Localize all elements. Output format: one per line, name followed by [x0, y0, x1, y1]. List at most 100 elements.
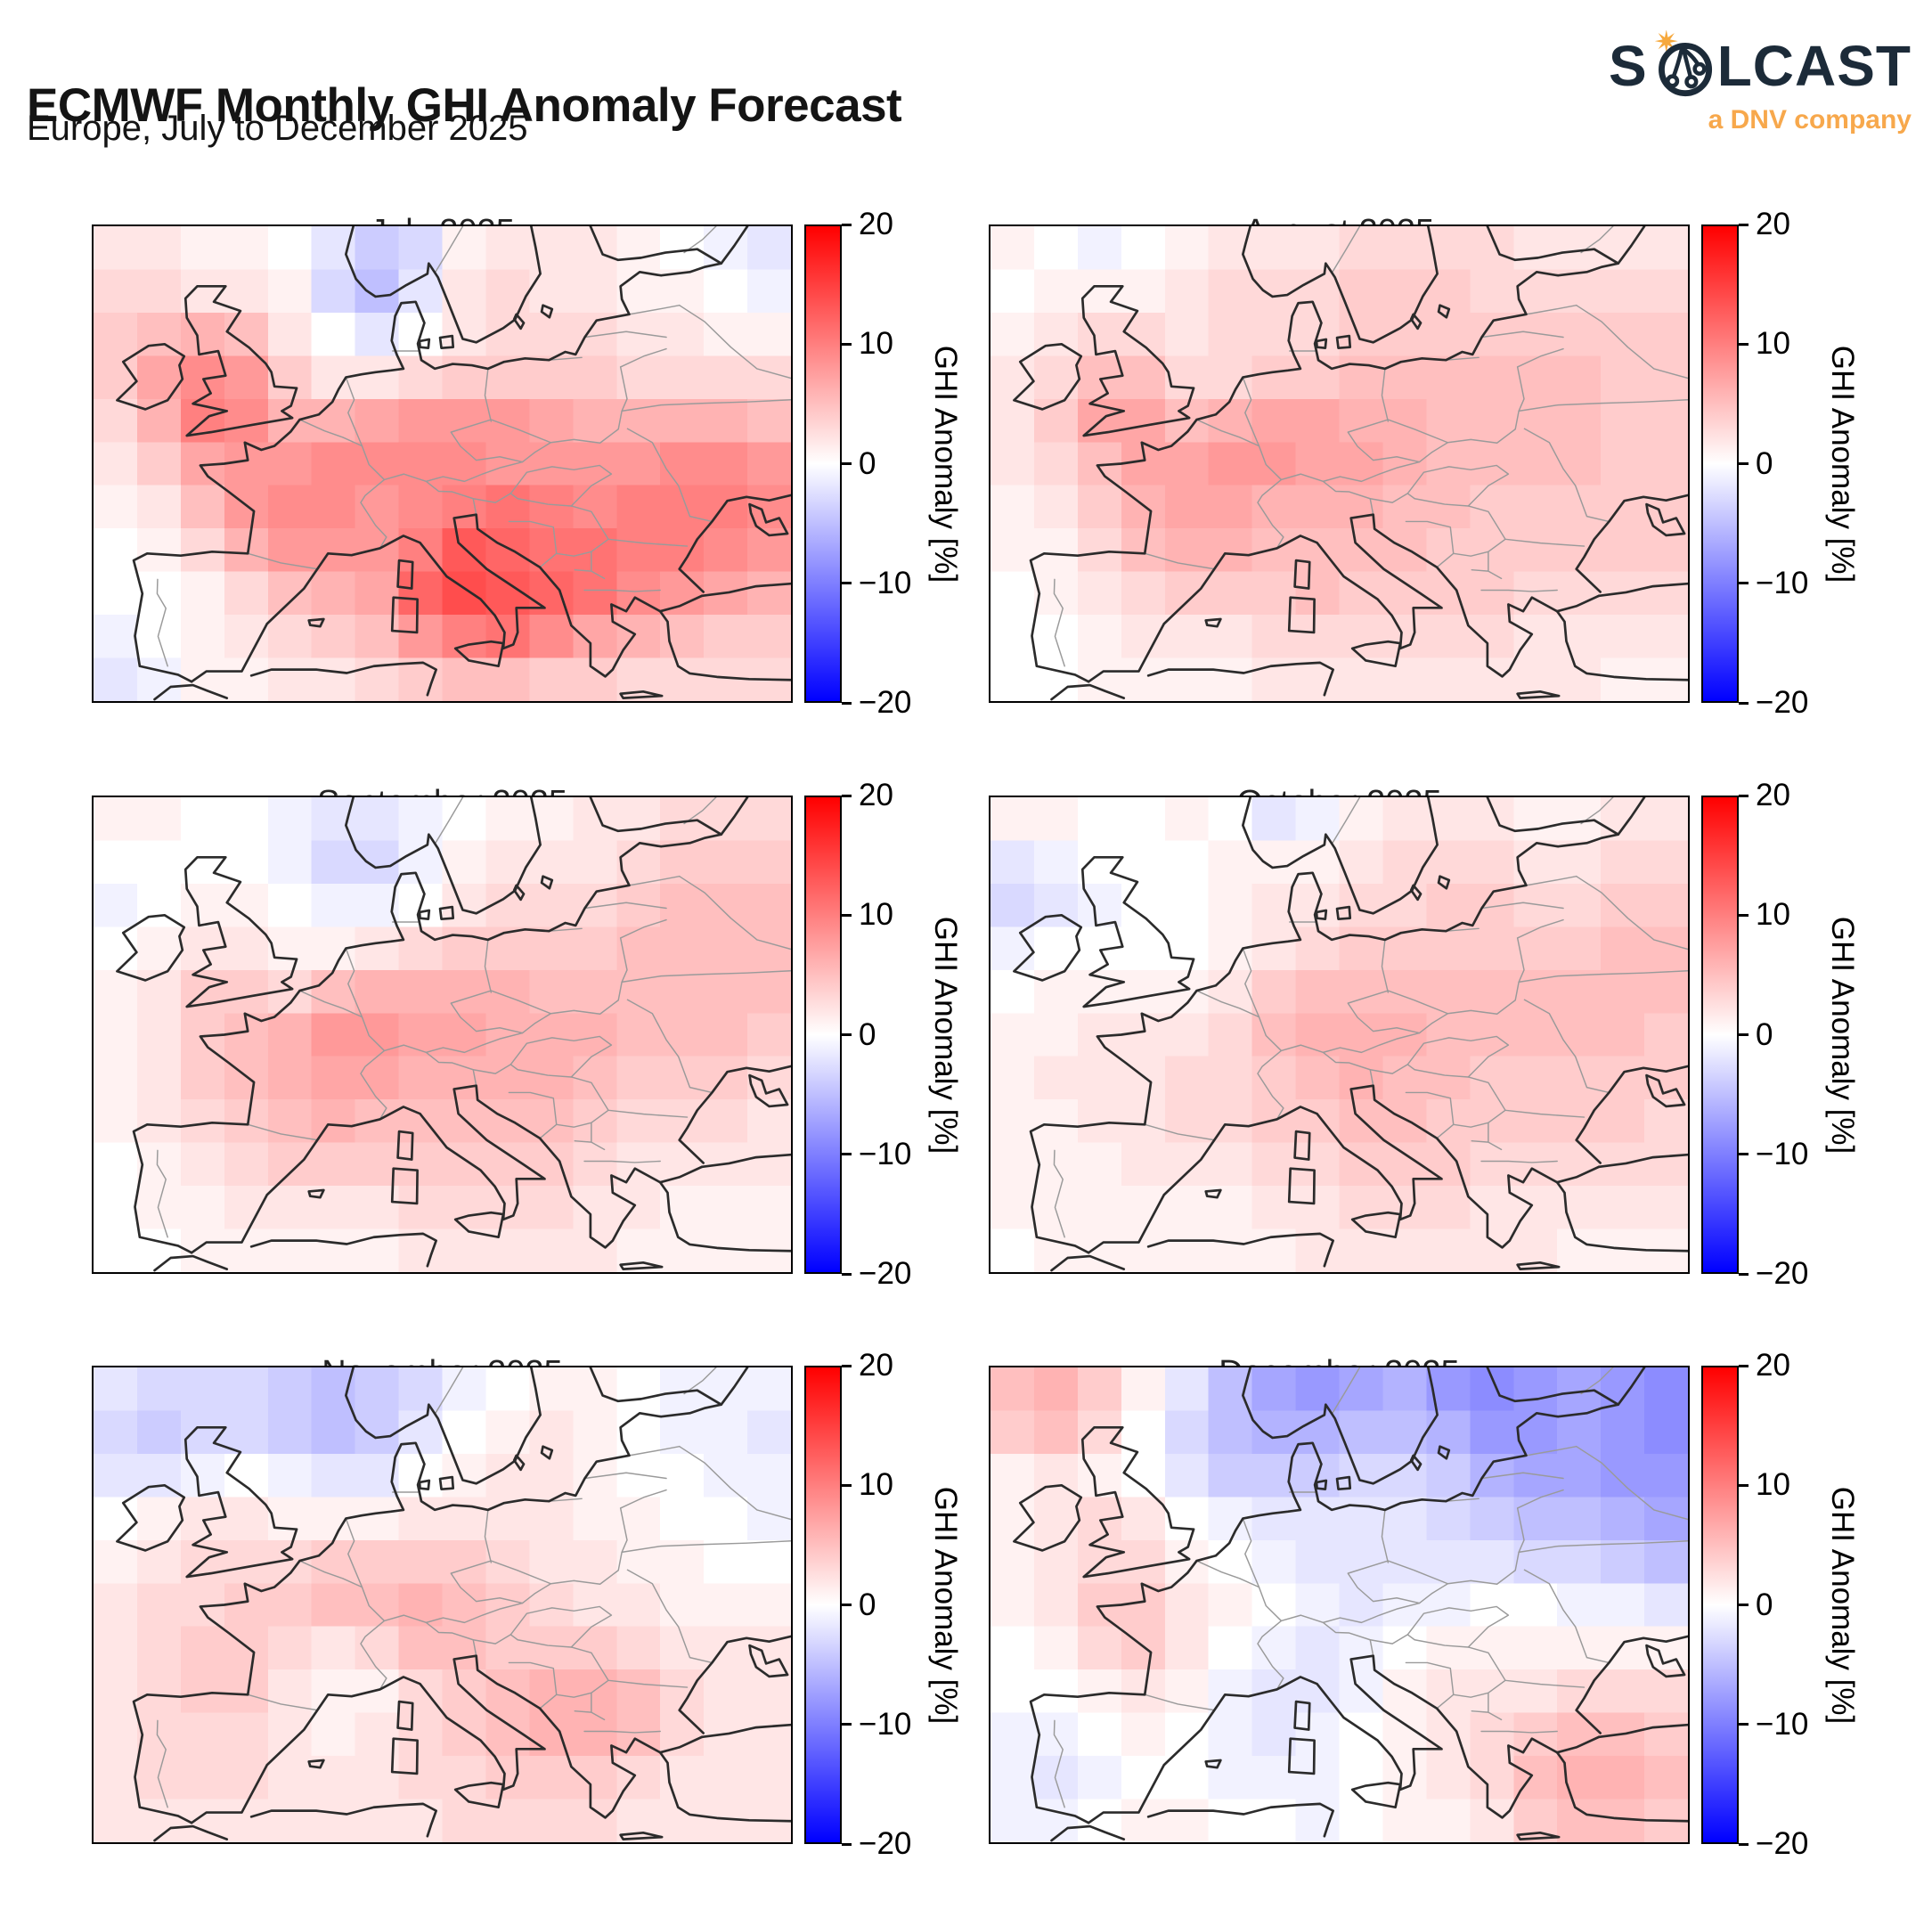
colorbar-tick-label: 10 — [859, 326, 893, 362]
colorbar-tick-mark — [1739, 1483, 1749, 1487]
colorbar-tick: −10 — [1739, 566, 1808, 601]
colorbar-gradient — [1701, 224, 1739, 703]
colorbar-tick: 0 — [842, 1017, 876, 1053]
logo-tagline: a DNV company — [1708, 105, 1912, 135]
colorbar-tick: −20 — [1739, 685, 1808, 721]
colorbar-tick: 20 — [1739, 778, 1790, 813]
colorbar-tick-mark — [1739, 701, 1749, 705]
colorbar-ticks: 20 10 0 −10 −20 — [804, 778, 991, 1291]
colorbar-tick-label: −20 — [1756, 1256, 1809, 1291]
colorbar-tick-mark — [842, 1033, 852, 1036]
colorbar-tick-mark — [1739, 1604, 1749, 1606]
colorbar-tick-mark — [1739, 223, 1749, 226]
colorbar-tick-mark — [842, 582, 852, 585]
colorbar-gradient — [1701, 796, 1739, 1274]
colorbar: 20 10 0 −10 −20 GHI Anomaly [%] — [1701, 1348, 1888, 1861]
colorbar-tick-label: −10 — [1756, 565, 1809, 600]
colorbar-tick: 10 — [1739, 326, 1790, 362]
colorbar-tick: 0 — [1739, 1587, 1773, 1623]
colorbar-tick: 10 — [842, 897, 893, 933]
map-frame — [989, 796, 1690, 1274]
colorbar-tick: −10 — [842, 566, 911, 601]
colorbar-gradient — [804, 1366, 842, 1844]
colorbar-tick-label: 0 — [859, 1587, 876, 1622]
map-frame — [92, 796, 793, 1274]
logo-text-prefix: S — [1609, 34, 1648, 98]
colorbar-tick-label: 0 — [1756, 1587, 1773, 1622]
colorbar-tick-mark — [1739, 1723, 1749, 1726]
colorbar-tick-mark — [1739, 1153, 1749, 1156]
colorbar-tick: 10 — [1739, 1467, 1790, 1503]
colorbar-tick-mark — [842, 1272, 852, 1276]
colorbar-tick: −20 — [1739, 1256, 1808, 1292]
colorbar-tick-mark — [842, 1604, 852, 1606]
colorbar-label: GHI Anomaly [%] — [928, 916, 963, 1154]
colorbar-tick-label: 10 — [1756, 326, 1790, 362]
colorbar: 20 10 0 −10 −20 GHI Anomaly [%] — [804, 1348, 991, 1861]
colorbar-tick-label: −20 — [1756, 1826, 1809, 1861]
colorbar-tick-mark — [842, 794, 852, 797]
logo-text-suffix: LCAST — [1716, 34, 1912, 98]
colorbar-tick: 0 — [842, 1587, 876, 1623]
colorbar-tick-mark — [1739, 582, 1749, 585]
colorbar-tick-label: 20 — [1756, 207, 1790, 241]
colorbar-gradient — [804, 224, 842, 703]
colorbar-tick-label: 0 — [859, 445, 876, 481]
colorbar-tick-label: 20 — [859, 207, 893, 241]
colorbar-tick-label: 10 — [1756, 897, 1790, 933]
colorbar-tick-mark — [842, 462, 852, 465]
colorbar-tick: −20 — [1739, 1826, 1808, 1862]
colorbar-tick: 0 — [1739, 446, 1773, 482]
map-frame — [989, 224, 1690, 703]
colorbar-tick: 10 — [842, 1467, 893, 1503]
europe-coastline — [1013, 226, 1688, 701]
solcast-logo: S LCAST a DNV company — [1609, 30, 1912, 135]
colorbar-ticks: 20 10 0 −10 −20 — [804, 1348, 991, 1861]
colorbar-tick-mark — [1739, 342, 1749, 346]
colorbar-tick-label: −20 — [859, 685, 912, 720]
colorbar-tick-label: −10 — [1756, 1136, 1809, 1171]
map-frame — [92, 1366, 793, 1844]
europe-coastline — [116, 226, 791, 701]
colorbar-tick-mark — [1739, 794, 1749, 797]
colorbar: 20 10 0 −10 −20 GHI Anomaly [%] — [1701, 207, 1888, 720]
colorbar-label: GHI Anomaly [%] — [928, 1486, 963, 1724]
colorbar-tick-mark — [842, 701, 852, 705]
page-subtitle: Europe, July to December 2025 — [27, 109, 528, 148]
colorbar-tick: −10 — [842, 1137, 911, 1172]
colorbar: 20 10 0 −10 −20 GHI Anomaly [%] — [804, 207, 991, 720]
colorbar-tick-mark — [842, 1364, 852, 1367]
logo-brand: S LCAST — [1609, 30, 1912, 100]
colorbar-tick-mark — [1739, 1272, 1749, 1276]
colorbar-tick-label: 20 — [859, 778, 893, 812]
colorbar-tick-mark — [842, 1723, 852, 1726]
colorbar-tick-label: −20 — [859, 1826, 912, 1861]
colorbar-tick: 20 — [842, 207, 893, 242]
colorbar-label: GHI Anomaly [%] — [1825, 345, 1860, 583]
colorbar-tick-mark — [1739, 462, 1749, 465]
colorbar-tick-label: 20 — [1756, 778, 1790, 812]
colorbar-tick-label: −10 — [859, 565, 912, 600]
europe-coastline — [1013, 797, 1688, 1272]
colorbar-tick: −10 — [1739, 1707, 1808, 1742]
colorbar-tick: −20 — [842, 685, 911, 721]
colorbar-gradient — [1701, 1366, 1739, 1844]
colorbar-tick-mark — [1739, 1842, 1749, 1846]
colorbar-tick-mark — [1739, 1033, 1749, 1036]
colorbar-tick-label: −10 — [859, 1136, 912, 1171]
colorbar-label: GHI Anomaly [%] — [1825, 916, 1860, 1154]
colorbar-tick: 20 — [842, 1348, 893, 1383]
colorbar-tick-label: 10 — [859, 897, 893, 933]
colorbar-tick-label: −20 — [1756, 685, 1809, 720]
map-frame — [989, 1366, 1690, 1844]
colorbar-tick-label: 10 — [1756, 1467, 1790, 1503]
colorbar-tick: 20 — [1739, 1348, 1790, 1383]
colorbar-tick-mark — [842, 1483, 852, 1487]
colorbar-tick: 10 — [1739, 897, 1790, 933]
colorbar-tick-label: 10 — [859, 1467, 893, 1503]
